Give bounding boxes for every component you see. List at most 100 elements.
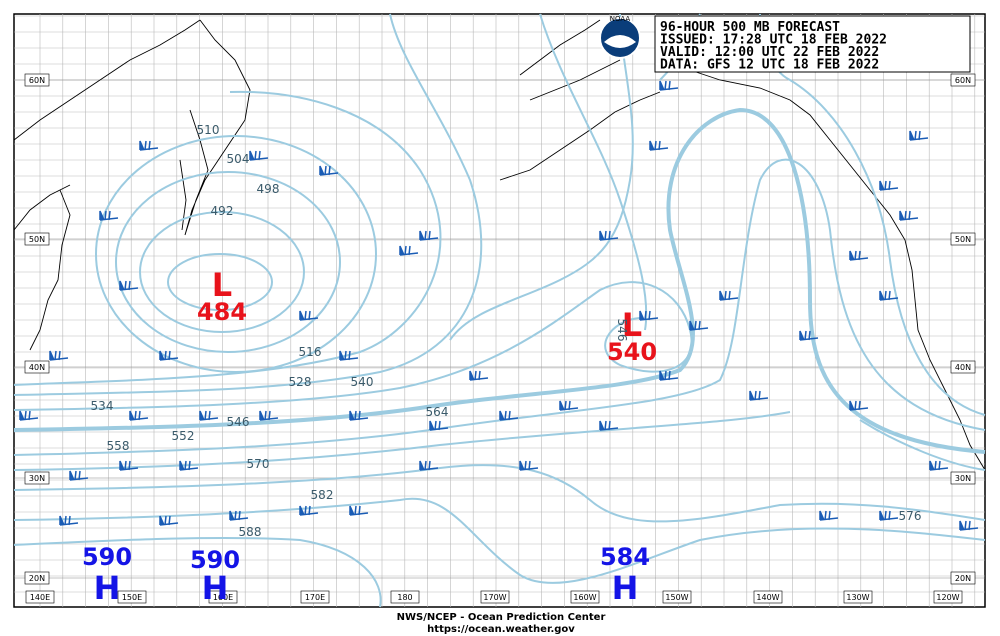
- lon-label-box: [300, 590, 330, 604]
- wind-barb: [899, 210, 919, 221]
- contour-label: 588: [239, 525, 262, 539]
- lon-label: 170W: [483, 593, 506, 602]
- header-line: VALID: 12:00 UTC 22 FEB 2022: [660, 45, 879, 60]
- contour-label: 492: [211, 204, 234, 218]
- contour-label: 510: [197, 123, 220, 137]
- lat-label: 50N: [955, 235, 971, 244]
- lon-label: 160W: [573, 593, 596, 602]
- header-line: DATA: GFS 12 UTC 18 FEB 2022: [660, 58, 879, 73]
- wind-barb: [419, 460, 439, 471]
- lon-label-box: [480, 590, 510, 604]
- lon-label-box: [753, 590, 783, 604]
- wind-barb: [119, 280, 139, 291]
- lon-label: 140W: [756, 593, 779, 602]
- wind-barb: [339, 350, 359, 361]
- contour-label: 498: [257, 182, 280, 196]
- wind-barb: [879, 510, 899, 521]
- lat-label: 60N: [955, 76, 971, 85]
- system-letter: L: [212, 266, 232, 304]
- lat-label-box: [950, 73, 976, 87]
- lon-label-box: [570, 590, 600, 604]
- system-letter: H: [94, 569, 121, 607]
- contour-label: 504: [227, 152, 250, 166]
- lon-label-box: [662, 590, 692, 604]
- wind-barb: [659, 370, 679, 381]
- wind-barb: [649, 140, 669, 151]
- footer-url: https://ocean.weather.gov: [427, 624, 575, 635]
- contour-label: 546: [227, 415, 250, 429]
- wind-barb: [959, 520, 979, 531]
- wind-barb: [749, 390, 769, 401]
- contour-label: 570: [247, 457, 270, 471]
- wind-barb: [229, 510, 249, 521]
- wind-barb: [419, 230, 439, 241]
- header-line: ISSUED: 17:28 UTC 18 FEB 2022: [660, 33, 887, 48]
- lat-label: 60N: [29, 76, 45, 85]
- wind-barb: [99, 210, 119, 221]
- wind-barb: [819, 510, 839, 521]
- wind-barbs: [19, 80, 979, 531]
- contour-label: 516: [299, 345, 322, 359]
- wind-barb: [319, 165, 339, 176]
- wind-barb: [659, 80, 679, 91]
- header-line: 96-HOUR 500 MB FORECAST: [660, 20, 840, 35]
- contour-label: 552: [172, 429, 195, 443]
- lat-label: 30N: [29, 474, 45, 483]
- wind-barb: [639, 310, 659, 321]
- contour-label: 546: [615, 319, 629, 342]
- system-value: 590: [190, 546, 240, 574]
- lat-label-box: [24, 471, 50, 485]
- wind-barb: [909, 130, 929, 141]
- system-letter: H: [202, 569, 229, 607]
- wind-barb: [249, 150, 269, 161]
- system-value: 484: [197, 298, 247, 326]
- wind-barb: [849, 250, 869, 261]
- lat-label: 20N: [29, 574, 45, 583]
- wind-barb: [469, 370, 489, 381]
- system-value: 540: [607, 338, 657, 366]
- wind-barb: [799, 330, 819, 341]
- lon-label: 160E: [213, 593, 233, 602]
- contour-label: 582: [311, 488, 334, 502]
- lat-label-box: [24, 232, 50, 246]
- wind-barb: [719, 290, 739, 301]
- lat-label-box: [24, 360, 50, 374]
- lon-label: 170E: [305, 593, 325, 602]
- wind-barb: [689, 320, 709, 331]
- lon-label: 120W: [936, 593, 959, 602]
- wind-barb: [49, 350, 69, 361]
- coastlines: [13, 19, 986, 471]
- logo-bird: [604, 35, 636, 48]
- wind-barb: [299, 310, 319, 321]
- wind-barb: [929, 460, 949, 471]
- lat-label-box: [950, 360, 976, 374]
- wind-barb: [59, 515, 79, 526]
- lon-label-box: [208, 590, 238, 604]
- footer-agency: NWS/NCEP - Ocean Prediction Center: [397, 612, 606, 623]
- system-value: 590: [82, 543, 132, 571]
- graticule: [14, 14, 985, 607]
- lon-label: 130W: [846, 593, 869, 602]
- lon-label: 150E: [122, 593, 142, 602]
- wind-barb: [599, 420, 619, 431]
- labels: 60N 60N 50N 50N 40N 40N 30N 30N 20N 20N 140E 150E 16…: [24, 73, 976, 607]
- wind-barb: [849, 400, 869, 411]
- wind-barb: [159, 515, 179, 526]
- wind-barb: [349, 505, 369, 516]
- lat-label: 40N: [29, 363, 45, 372]
- lat-label: 20N: [955, 574, 971, 583]
- system-value: 584: [600, 543, 650, 571]
- lat-label-box: [950, 232, 976, 246]
- lon-label-box: [390, 590, 420, 604]
- wind-barb: [159, 350, 179, 361]
- lat-label: 50N: [29, 235, 45, 244]
- wind-barb: [399, 245, 419, 256]
- wind-barb: [129, 410, 149, 421]
- lon-label: 140E: [30, 593, 50, 602]
- lat-label-box: [24, 73, 50, 87]
- contour-label: 528: [289, 375, 312, 389]
- wind-barb: [119, 460, 139, 471]
- header-box: [654, 15, 971, 73]
- wind-barb: [429, 420, 449, 431]
